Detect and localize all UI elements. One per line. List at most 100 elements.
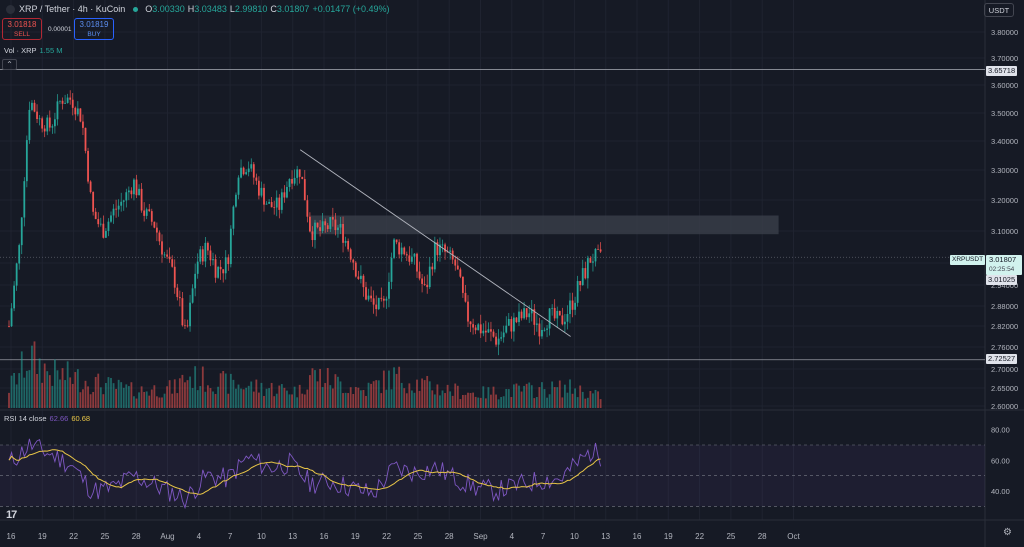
time-tick-label: Sep xyxy=(473,532,488,541)
gear-icon[interactable]: ⚙ xyxy=(1003,527,1012,538)
volume-bar xyxy=(219,373,222,408)
candle-body xyxy=(569,300,571,315)
volume-bar xyxy=(337,376,339,408)
candle-body xyxy=(523,308,525,319)
candle-body xyxy=(342,223,344,243)
candle-body xyxy=(158,232,161,242)
candle-body xyxy=(92,192,95,212)
volume-bar xyxy=(163,393,166,408)
candle-body xyxy=(372,298,375,305)
candle-body xyxy=(97,219,100,225)
volume-bar xyxy=(237,384,240,408)
volume-bar xyxy=(324,383,327,408)
candle-body xyxy=(418,271,421,279)
volume-bar xyxy=(306,389,309,408)
time-tick-label: 22 xyxy=(695,532,704,541)
volume-bar xyxy=(138,392,140,408)
price-tick-label: 3.20000 xyxy=(991,196,1018,205)
volume-bar xyxy=(280,384,283,408)
tradingview-logo[interactable]: 17 xyxy=(6,509,17,521)
volume-legend[interactable]: Vol · XRP 1.55 M xyxy=(4,46,62,55)
candle-body xyxy=(502,332,505,338)
candle-body xyxy=(510,318,513,332)
collapse-legend-button[interactable]: ⌃ xyxy=(2,59,17,70)
candle-body xyxy=(586,258,589,279)
candle-body xyxy=(365,287,367,300)
candle-body xyxy=(599,249,602,252)
sell-button[interactable]: 3.01818 SELL xyxy=(2,18,42,40)
candle-body xyxy=(176,287,179,298)
time-tick-label: 19 xyxy=(351,532,360,541)
candle-body xyxy=(288,179,291,188)
price-tick-label: 3.30000 xyxy=(991,166,1018,175)
time-tick-label: 25 xyxy=(100,532,109,541)
candle-body xyxy=(546,328,548,330)
volume-bar xyxy=(94,377,97,408)
volume-bar xyxy=(133,396,135,408)
last-price-tag: 3.01807 02:25:54 xyxy=(986,255,1022,275)
volume-bar xyxy=(59,379,61,408)
symbol-legend[interactable]: XRP / Tether · 4h · KuCoin O3.00330 H3.03… xyxy=(6,4,393,14)
price-tick-label: 2.82000 xyxy=(991,322,1018,331)
candle-body xyxy=(398,242,401,255)
candle-body xyxy=(347,240,350,250)
candle-body xyxy=(115,208,117,210)
ohlc-value: 3.00330 xyxy=(152,4,185,14)
volume-bar xyxy=(201,366,204,408)
rsi-legend[interactable]: RSI 14 close 62.66 60.68 xyxy=(4,414,90,423)
candle-body xyxy=(120,201,123,206)
candle-body xyxy=(454,259,457,266)
candle-body xyxy=(48,117,51,128)
volume-bar xyxy=(46,371,49,408)
volume-bar xyxy=(51,385,54,408)
buy-button[interactable]: 3.01819 BUY xyxy=(74,18,114,40)
time-tick-label: 19 xyxy=(38,532,47,541)
ohlc-value: 3.03483 xyxy=(194,4,227,14)
candle-body xyxy=(43,128,46,132)
volume-bar xyxy=(145,391,148,408)
candle-body xyxy=(273,207,276,209)
candle-body xyxy=(130,190,133,195)
price-tick-label: 2.76000 xyxy=(991,343,1018,352)
candle-body xyxy=(138,188,140,196)
candle-body xyxy=(306,200,309,217)
candle-body xyxy=(181,298,184,326)
candle-body xyxy=(143,210,146,216)
volume-bar xyxy=(530,385,533,408)
volume-bar xyxy=(456,385,459,408)
candle-body xyxy=(219,266,222,270)
candle-body xyxy=(171,259,174,267)
volume-bar xyxy=(110,377,112,408)
time-tick-label: 16 xyxy=(320,532,329,541)
candle-body xyxy=(163,254,166,256)
volume-bar xyxy=(423,380,426,408)
candle-body xyxy=(528,313,531,318)
candle-body xyxy=(82,121,84,128)
candle-body xyxy=(15,263,18,286)
candle-body xyxy=(263,187,265,205)
candle-body xyxy=(594,248,597,262)
rsi-line xyxy=(8,438,602,510)
candle-body xyxy=(199,249,202,262)
candle-body xyxy=(324,221,327,226)
volume-bar xyxy=(469,392,472,408)
currency-selector[interactable]: USDT xyxy=(984,3,1014,17)
candle-body xyxy=(405,254,408,256)
resistance-zone xyxy=(310,215,779,235)
volume-bar xyxy=(586,397,589,408)
volume-bar xyxy=(8,392,10,408)
volume-bar xyxy=(140,386,143,408)
volume-bar xyxy=(553,387,556,408)
candle-body xyxy=(99,223,102,225)
candle-body xyxy=(201,249,204,262)
volume-bar xyxy=(377,380,380,408)
volume-bar xyxy=(535,397,538,408)
volume-bar xyxy=(316,381,319,408)
time-tick-label: Aug xyxy=(160,532,174,541)
candle-body xyxy=(186,325,189,327)
candle-body xyxy=(23,181,26,218)
candle-body xyxy=(370,295,372,299)
sell-price: 3.01818 xyxy=(7,20,37,29)
volume-bar xyxy=(354,387,357,408)
